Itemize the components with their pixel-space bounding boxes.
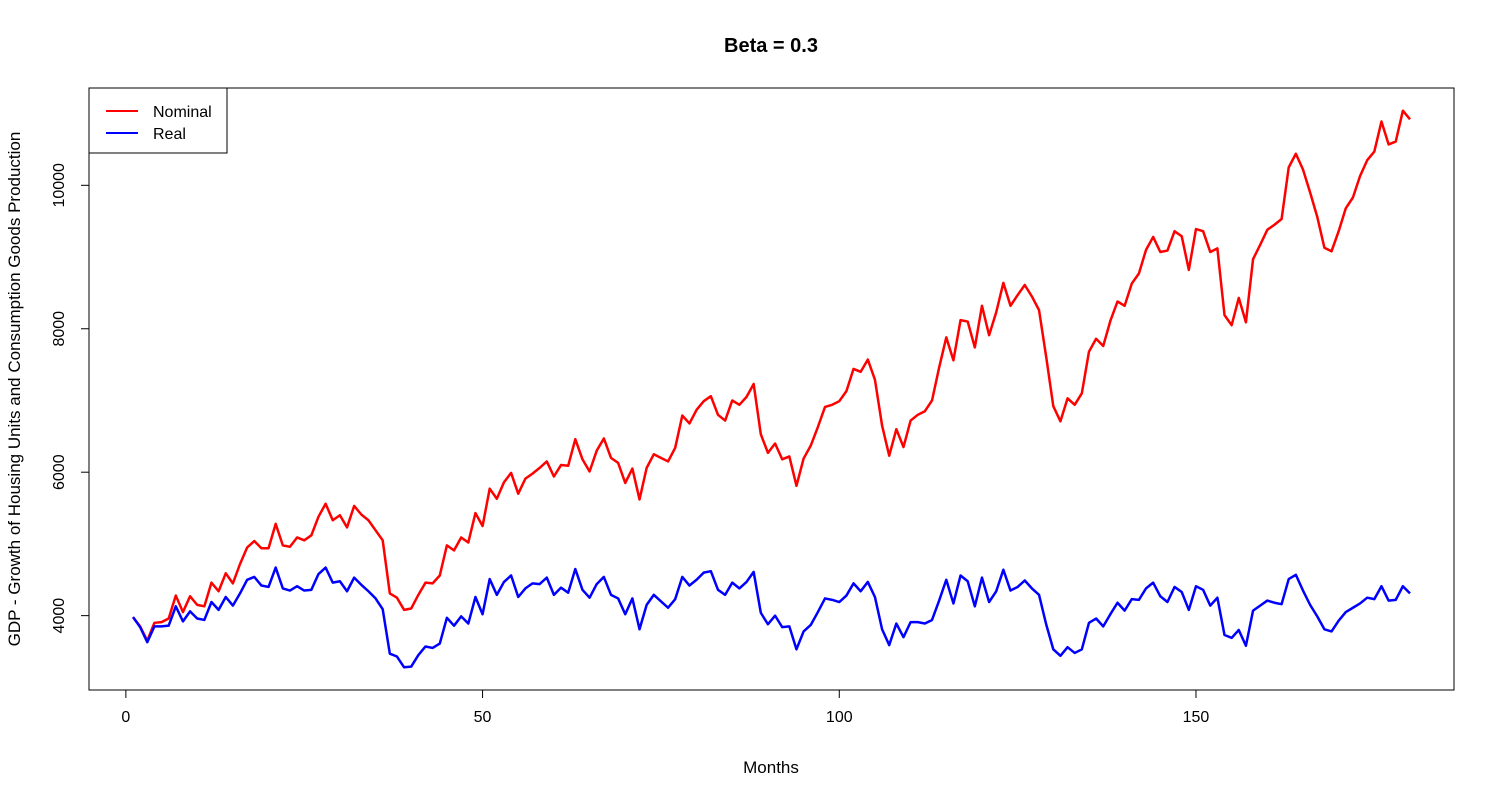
y-tick-label: 4000 xyxy=(51,598,68,634)
legend-box xyxy=(88,87,228,154)
chart-title: Beta = 0.3 xyxy=(724,35,818,57)
legend-label-nominal: Nominal xyxy=(153,104,212,121)
y-axis-label: GDP - Growth of Housing Units and Consum… xyxy=(5,132,24,647)
y-axis: 4000 6000 8000 10000 xyxy=(51,163,90,634)
plot-box xyxy=(88,87,1455,691)
y-tick-label: 10000 xyxy=(51,163,68,208)
y-tick-label: 8000 xyxy=(51,311,68,347)
x-tick-label: 150 xyxy=(1183,709,1210,726)
y-tick-label: 6000 xyxy=(51,454,68,490)
x-tick-label: 0 xyxy=(121,709,130,726)
series-line-nominal xyxy=(132,109,1411,642)
x-axis-label: Months xyxy=(743,758,799,777)
legend: Nominal Real xyxy=(88,87,228,154)
series-line-real xyxy=(131,566,1411,669)
x-tick-label: 50 xyxy=(474,709,492,726)
x-tick-label: 100 xyxy=(826,709,853,726)
legend-label-real: Real xyxy=(153,126,186,143)
series-layer xyxy=(131,109,1411,669)
x-axis: 0 50 100 150 xyxy=(121,689,1210,726)
